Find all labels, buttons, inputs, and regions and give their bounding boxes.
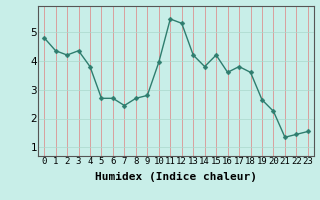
X-axis label: Humidex (Indice chaleur): Humidex (Indice chaleur) <box>95 172 257 182</box>
